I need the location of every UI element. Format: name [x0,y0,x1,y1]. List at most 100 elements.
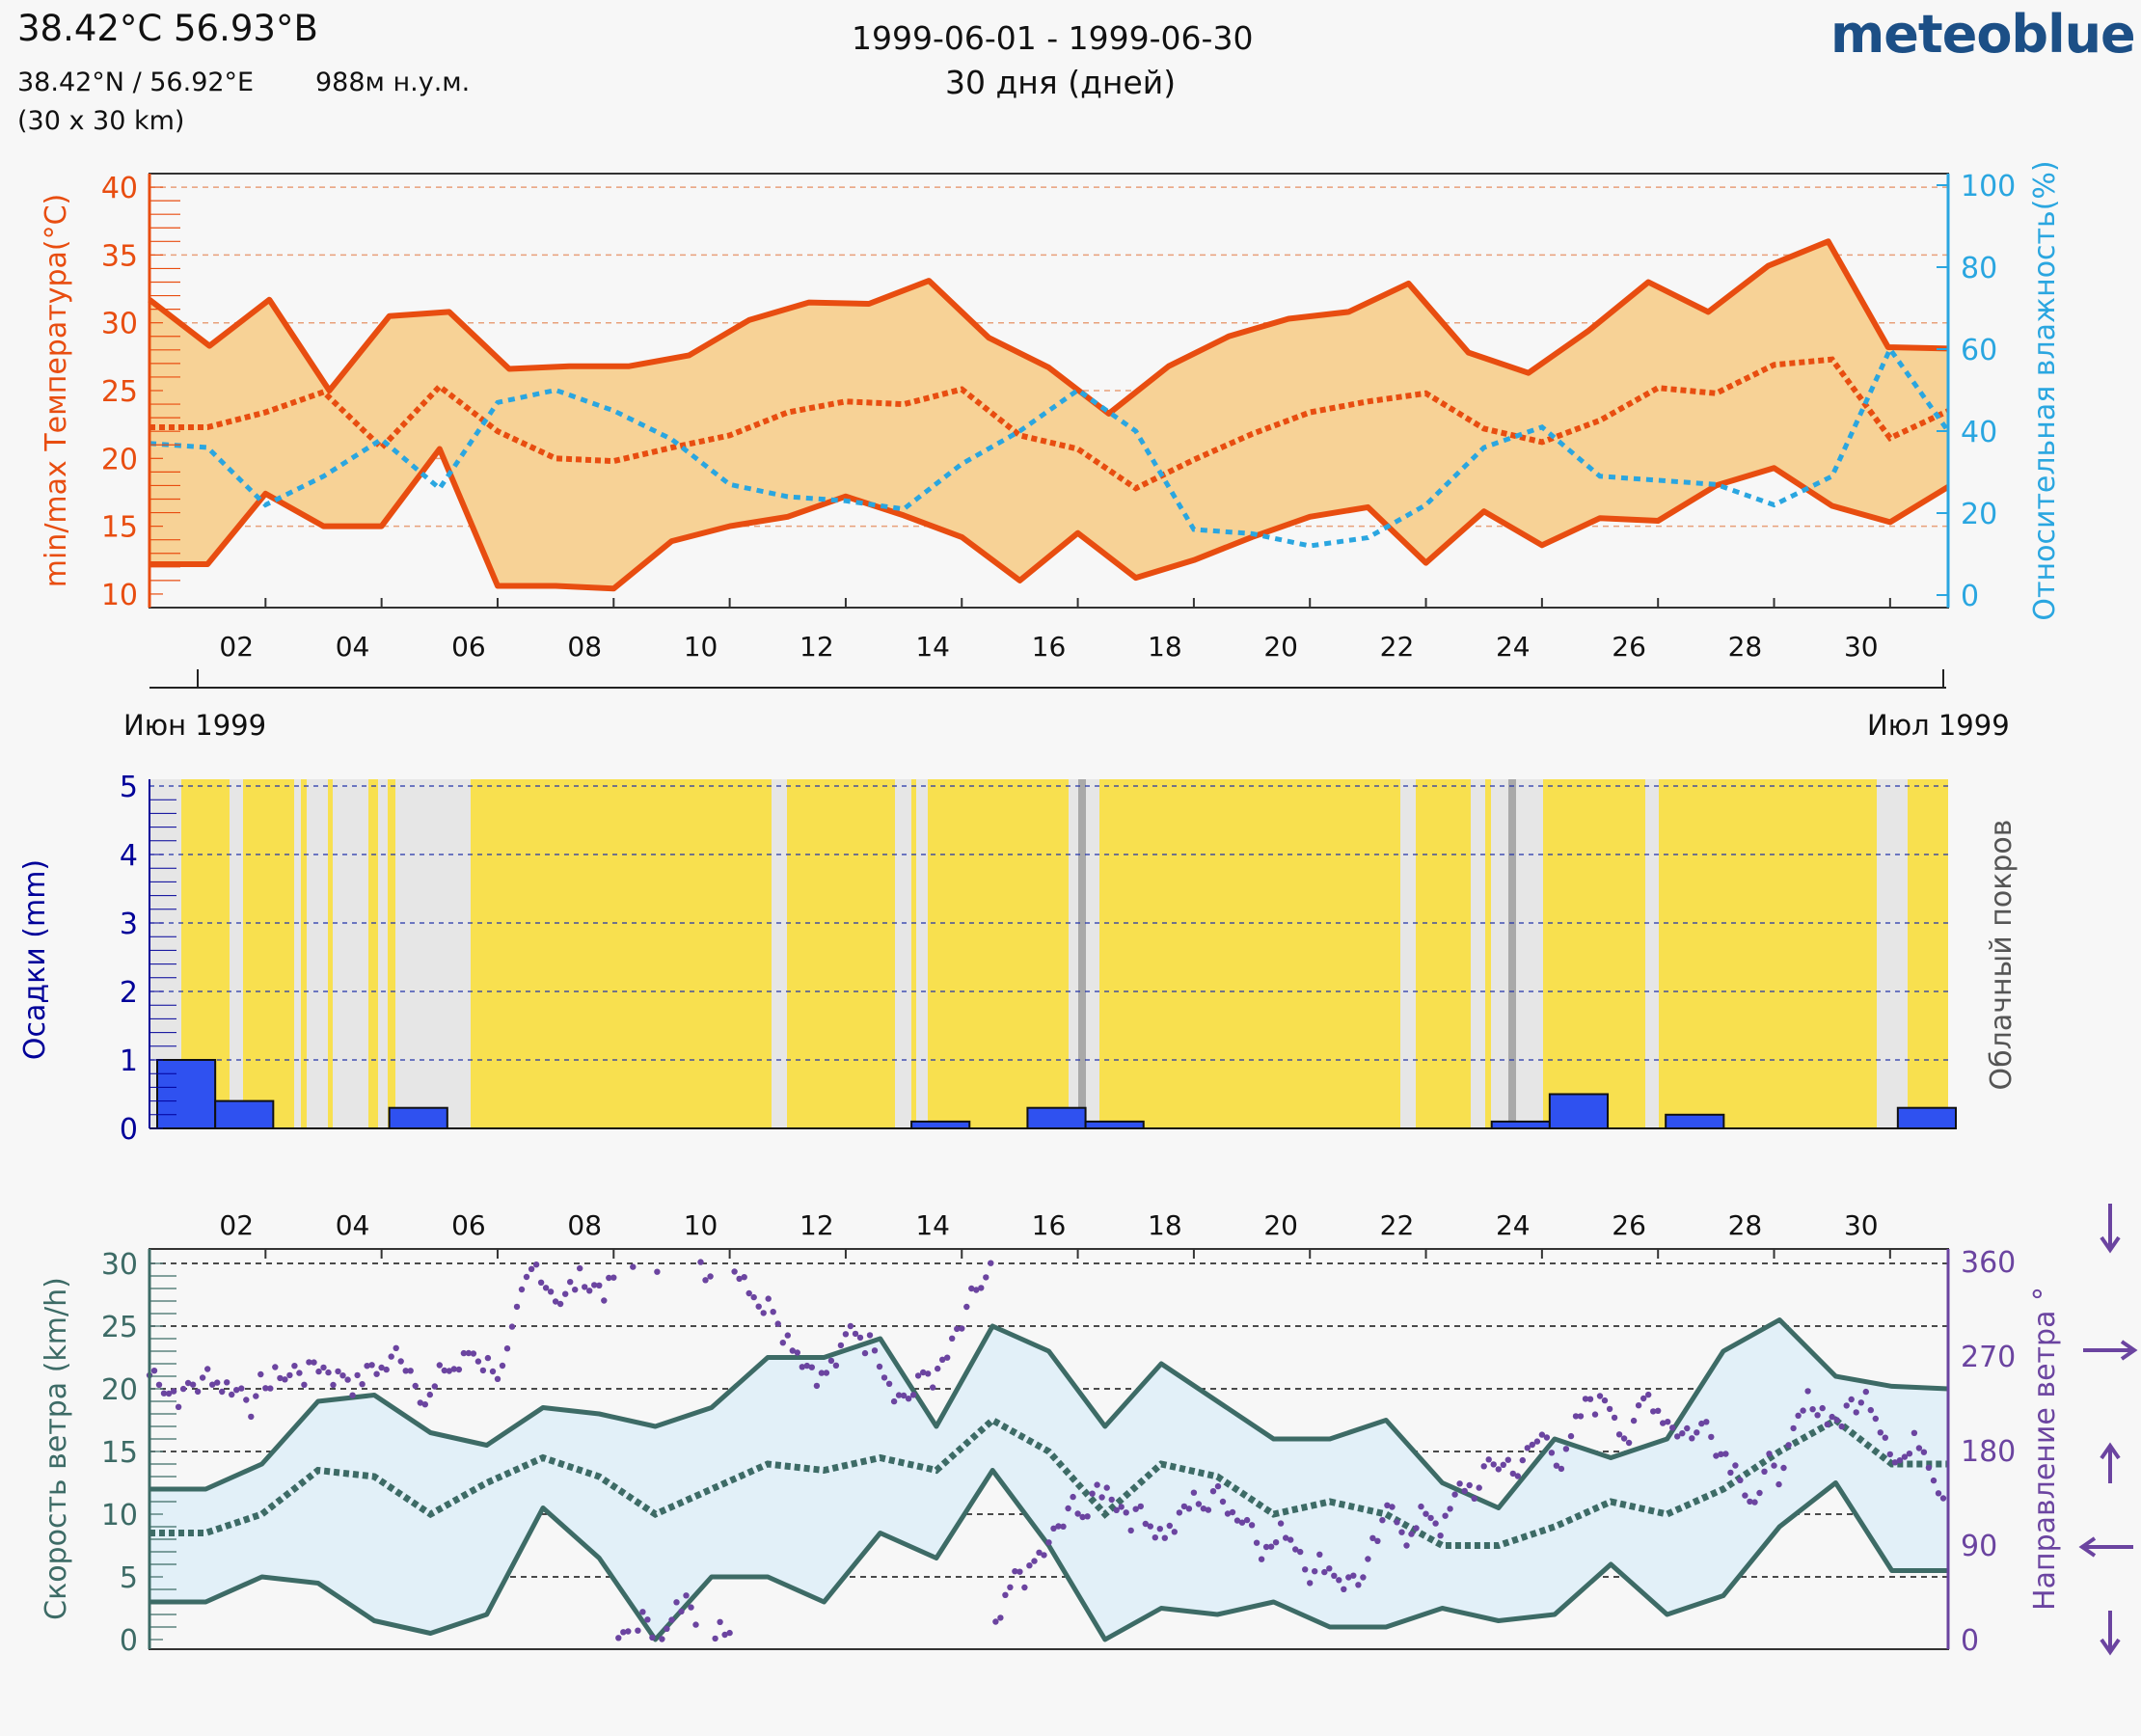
wind-direction-point [596,1282,603,1289]
wind-direction-point [474,1358,482,1365]
wind-direction-point [930,1384,936,1391]
wind-direction-point [1341,1586,1347,1593]
wind-direction-point [876,1363,883,1370]
precip-tick-label: 1 [120,1044,138,1078]
wind-direction-point [1161,1534,1169,1541]
wind-direction-point [1601,1397,1609,1404]
precip-bar [1084,1120,1145,1130]
wind-direction-point [1925,1464,1933,1472]
wind-direction-point [1267,1543,1275,1550]
wind-direction-point [1200,1505,1207,1512]
wind-direction-point [1326,1565,1333,1572]
temperature-mean-line [149,356,1950,492]
wind-direction-point [697,1259,704,1265]
wind-direction-point [368,1362,375,1369]
wind-direction-point [1471,1495,1477,1503]
wind-direction-legend [2078,1204,2138,1656]
wind-direction-point [755,1303,762,1310]
cloud-cover-strip [333,779,368,1128]
wind-direction-point [562,1290,569,1297]
wind-direction-point [765,1295,772,1302]
wind-direction-point [412,1382,419,1390]
wind-direction-point [489,1368,497,1375]
precip-bar [1026,1106,1087,1129]
wind-direction-point [484,1354,492,1362]
wind-direction-point [1800,1407,1806,1414]
wind-direction-point [1190,1489,1198,1496]
wind-direction-point [364,1363,370,1370]
wind-direction-point [610,1274,617,1281]
temperature-range-band [149,241,1948,589]
wind-direction-point [1819,1404,1826,1412]
wind-direction-point [959,1325,965,1332]
wind-direction-point [1771,1462,1777,1469]
wind-direction-point [262,1385,269,1392]
wind-direction-point [615,1635,622,1641]
day-tick-label: 24 [1496,631,1531,663]
day-tick-label: 10 [684,631,718,663]
wind-direction-point [421,1401,428,1408]
date-range: 1999-06-01 - 1999-06-30 [852,19,1254,57]
wind-direction-point [692,1621,699,1628]
wind-direction-point [446,1368,452,1374]
wind-direction-tick-label: 90 [1961,1530,1997,1563]
day-tick-label: 14 [915,631,950,663]
wind-direction-point [1360,1574,1367,1581]
wind-direction-point [1490,1461,1497,1468]
wind-direction-point [1423,1510,1429,1517]
temp-tick-label: 20 [101,443,138,476]
wind-direction-point [1485,1456,1492,1463]
wind-direction-point [925,1370,932,1377]
wind-direction-point [1611,1414,1618,1422]
humidity-axis-label: Относительная влажность(%) [2028,160,2062,620]
wind-direction-point [1756,1489,1763,1497]
wind-direction-point [1727,1469,1734,1477]
wind-direction-point [1297,1548,1304,1556]
temp-tick-label: 10 [101,579,138,612]
wind-direction-point [397,1358,404,1365]
wind-direction-point [1504,1456,1512,1463]
day-tick-label: 16 [1032,631,1067,663]
wind-direction-point [1737,1477,1744,1484]
precip-bar [1665,1113,1725,1130]
wind-direction-point [1447,1505,1453,1512]
wind-direction-point [1007,1584,1014,1591]
wind-direction-point [1307,1580,1314,1587]
wind-direction-point [1867,1406,1875,1414]
wind-tick-label: 25 [101,1311,138,1344]
wind-direction-point [301,1381,308,1389]
wind-direction-point [1233,1517,1241,1524]
wind-direction-point [1118,1504,1125,1510]
wind-direction-point [1070,1493,1076,1501]
wind-direction-point [1901,1453,1909,1460]
wind-direction-point [1930,1477,1938,1484]
wind-direction-point [257,1370,264,1378]
temperature-axis-label: min/max Температура(°C) [40,194,73,588]
cloud-cover-strip [1877,779,1908,1128]
wind-direction-point [1123,1509,1129,1516]
wind-direction-point [1591,1411,1599,1418]
wind-direction-point [1156,1526,1164,1533]
wind-direction-point [1292,1546,1299,1553]
wind-direction-point [1331,1572,1338,1580]
wind-direction-point [914,1372,922,1379]
wind-direction-point [837,1342,845,1349]
wind-direction-point [537,1279,545,1287]
wind-direction-point [935,1365,941,1372]
precip-bar [1490,1120,1551,1130]
wind-direction-point [1862,1388,1870,1396]
wind-direction-point [248,1413,255,1421]
wind-direction-point [813,1382,821,1390]
wind-direction-point [1427,1514,1434,1522]
wind-direction-point [750,1293,757,1301]
wind-direction-point [465,1349,473,1357]
wind-direction-point [1476,1484,1482,1491]
wind-direction-point [1514,1473,1522,1479]
wind-direction-point [1287,1536,1294,1543]
wind-speed-axis-label: Скорость ветра (km/h) [40,1277,73,1620]
meteoblue-logo: meteoblue [1830,4,2136,65]
cloud-cover-strip [461,779,471,1128]
wind-direction-point [1229,1508,1236,1516]
wind-direction-point [1679,1430,1686,1437]
precip-bar [388,1106,448,1129]
